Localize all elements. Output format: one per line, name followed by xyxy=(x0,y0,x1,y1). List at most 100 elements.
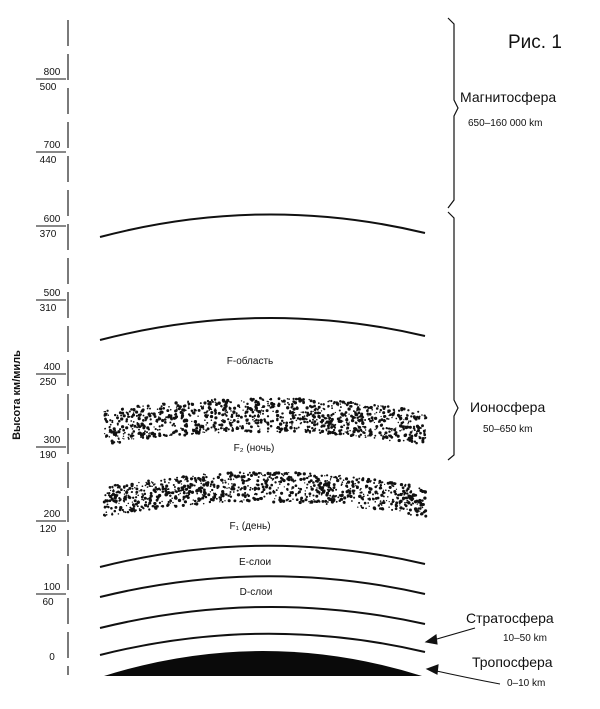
speckle-dot xyxy=(130,484,134,488)
speckle-dot xyxy=(320,474,324,478)
speckle-dot xyxy=(228,421,230,423)
speckle-dot xyxy=(261,490,264,493)
speckle-dot xyxy=(221,489,225,494)
speckle-dot xyxy=(161,500,163,503)
speckle-dot xyxy=(314,476,318,479)
speckle-dot xyxy=(129,434,134,438)
speckle-dot xyxy=(139,413,142,416)
speckle-dot xyxy=(331,407,334,410)
speckle-dot xyxy=(185,492,188,494)
speckle-dot xyxy=(177,498,182,503)
speckle-dot xyxy=(259,428,261,430)
speckle-dot xyxy=(362,431,365,434)
speckle-dot xyxy=(269,406,272,409)
speckle-dot xyxy=(409,420,412,423)
speckle-dot xyxy=(294,471,298,475)
speckle-dot xyxy=(240,426,245,430)
speckle-dot xyxy=(162,406,166,410)
speckle-dot xyxy=(329,479,332,481)
speckle-dot xyxy=(174,490,177,493)
speckle-dot xyxy=(126,510,130,514)
speckle-dot xyxy=(358,477,361,480)
stratosphere-name: Стратосфера xyxy=(466,610,554,626)
speckle-dot xyxy=(210,399,213,402)
speckle-dot xyxy=(380,481,382,484)
speckle-dot xyxy=(171,497,173,500)
speckle-dot xyxy=(180,417,183,420)
speckle-dot xyxy=(240,500,243,503)
speckle-dot xyxy=(272,500,276,504)
speckle-dot xyxy=(287,477,291,482)
speckle-dot xyxy=(292,397,295,400)
speckle-dot xyxy=(124,431,126,434)
speckle-dot xyxy=(397,438,401,443)
speckle-dot xyxy=(335,500,338,503)
speckle-dot xyxy=(214,416,218,420)
speckle-dot xyxy=(354,427,358,432)
speckle-dot xyxy=(358,501,361,504)
speckle-dot xyxy=(125,484,129,488)
speckle-dot xyxy=(352,402,355,404)
speckle-dot xyxy=(240,476,243,479)
speckle-dot xyxy=(339,406,342,409)
speckle-dot xyxy=(349,405,352,408)
speckle-dot xyxy=(138,428,140,431)
speckle-dot xyxy=(312,428,316,432)
speckle-dot xyxy=(330,424,333,426)
speckle-dot xyxy=(302,400,304,402)
speckle-dot xyxy=(186,488,189,490)
speckle-dot xyxy=(110,498,113,500)
speckle-dot xyxy=(173,431,176,434)
speckle-dot xyxy=(382,411,386,415)
speckle-dot xyxy=(286,406,290,410)
speckle-dot xyxy=(306,411,310,415)
speckle-dot xyxy=(127,433,130,436)
speckle-dot xyxy=(351,482,355,486)
tick-mi-370: 370 xyxy=(40,229,57,240)
speckle-dot xyxy=(412,493,416,497)
speckle-dot xyxy=(158,411,160,414)
speckle-dot xyxy=(109,423,112,426)
speckle-dot xyxy=(326,414,330,417)
speckle-dot xyxy=(229,478,233,481)
speckle-dot xyxy=(387,496,389,498)
speckle-dot xyxy=(149,491,153,495)
speckle-dot xyxy=(306,420,309,424)
speckle-dot xyxy=(320,486,325,490)
speckle-dot xyxy=(160,424,164,427)
speckle-dot xyxy=(142,414,145,417)
speckle-dot xyxy=(142,499,145,501)
speckle-dot xyxy=(252,496,255,500)
speckle-dot xyxy=(418,436,422,440)
tick-km-400: 400 xyxy=(44,362,61,373)
speckle-dot xyxy=(393,500,395,502)
speckle-dot xyxy=(304,482,306,484)
speckle-dot xyxy=(268,486,272,490)
speckle-dot xyxy=(393,410,396,412)
speckle-dot xyxy=(171,424,174,427)
speckle-dot xyxy=(197,497,201,501)
speckle-dot xyxy=(244,414,247,418)
speckle-dot xyxy=(121,411,125,415)
speckle-dot xyxy=(244,412,247,415)
speckle-dot xyxy=(106,492,109,495)
speckle-dot xyxy=(242,409,244,411)
speckle-dot xyxy=(142,405,144,407)
speckle-dot xyxy=(265,484,269,487)
speckle-dot xyxy=(267,401,270,403)
speckle-dot xyxy=(159,489,162,491)
speckle-dot xyxy=(118,502,120,505)
speckle-dot xyxy=(217,411,221,415)
speckle-dot xyxy=(310,421,314,424)
speckle-dot xyxy=(197,476,201,480)
speckle-dot xyxy=(227,428,230,431)
axis-label: Высота км/миль xyxy=(11,350,23,440)
speckle-dot xyxy=(360,505,363,507)
speckle-dot xyxy=(254,409,256,411)
speckle-dot xyxy=(369,430,373,434)
speckle-dot xyxy=(144,484,147,487)
speckle-dot xyxy=(303,417,307,420)
speckle-dot xyxy=(272,472,276,476)
speckle-dot xyxy=(322,403,325,406)
speckle-dot xyxy=(220,405,223,408)
